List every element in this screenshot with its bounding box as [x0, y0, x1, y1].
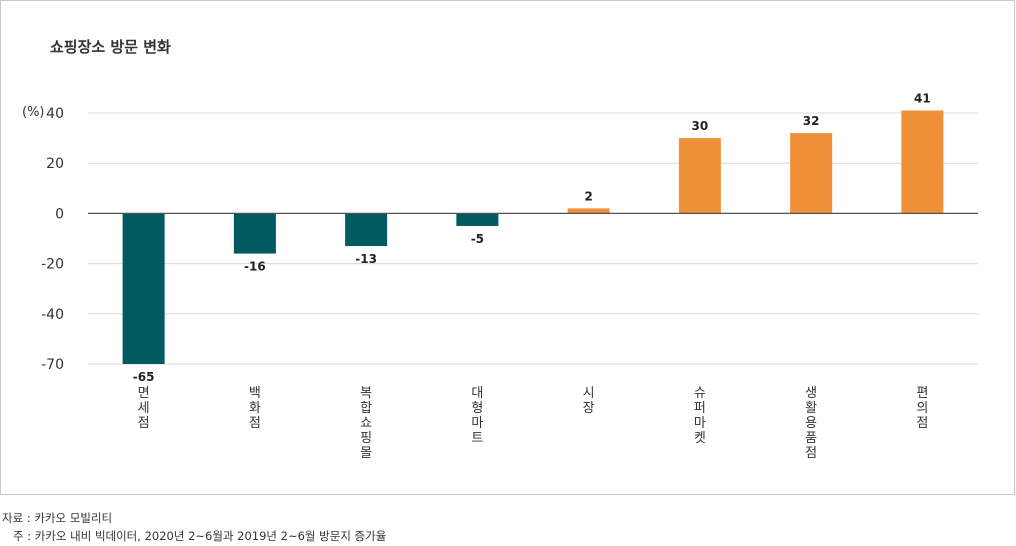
data-label: -5 [471, 232, 484, 246]
category-label: 면 [138, 386, 150, 401]
category-label: 퍼 [694, 401, 706, 416]
category-label: 시 [583, 386, 595, 401]
category-label: 점 [916, 416, 928, 431]
category-label: 대 [471, 386, 483, 401]
data-label: -13 [355, 252, 377, 266]
source-note: 자료 : 카카오 모빌리티 [2, 511, 113, 525]
category-label: 점 [249, 416, 261, 431]
category-label: 몰 [360, 446, 372, 461]
category-label: 편 [916, 386, 928, 401]
category-label: 형 [471, 401, 483, 416]
y-tick-label: -70 [41, 357, 64, 373]
data-label: 41 [914, 91, 931, 105]
y-tick-label: 40 [46, 106, 64, 122]
category-label: 점 [138, 416, 150, 431]
bar [678, 138, 721, 214]
category-label: 장 [583, 401, 595, 416]
bar [790, 133, 833, 214]
bar [233, 213, 276, 254]
bar [122, 213, 165, 364]
category-label: 세 [138, 401, 150, 416]
y-tick-label: 20 [46, 156, 64, 172]
category-label: 마 [694, 416, 706, 431]
category-label: 활 [805, 401, 817, 416]
data-label: -65 [133, 370, 155, 384]
category-label: 쇼 [360, 416, 372, 431]
category-label: 트 [471, 431, 483, 446]
data-label: 2 [584, 189, 592, 203]
bar [567, 208, 610, 214]
footnote: 주 : 카카오 내비 빅데이터, 2020년 2~6월과 2019년 2~6월 … [2, 529, 387, 543]
y-tick-label: -20 [41, 257, 64, 273]
category-label: 품 [805, 431, 817, 446]
bar [345, 213, 388, 247]
category-label: 슈 [694, 386, 706, 401]
category-label: 마 [471, 416, 483, 431]
data-label: 32 [803, 114, 820, 128]
data-label: 30 [692, 119, 709, 133]
bar-chart: 40200-20-40-70-65면세점-16백화점-13복합쇼핑몰-5대형마트… [41, 91, 978, 461]
category-label: 점 [805, 446, 817, 461]
category-label: 의 [916, 401, 928, 416]
category-label: 복 [360, 386, 372, 401]
data-label: -16 [244, 260, 266, 274]
category-label: 백 [249, 386, 261, 401]
chart-title: 쇼핑장소 방문 변화 [50, 38, 171, 56]
chart-frame [0, 0, 1015, 495]
y-axis-unit-label: (%) [22, 105, 45, 120]
category-label: 핑 [360, 431, 372, 446]
y-tick-label: 0 [55, 206, 64, 222]
category-label: 켓 [694, 431, 706, 446]
category-label: 용 [805, 416, 817, 431]
category-label: 합 [360, 401, 372, 416]
y-tick-label: -40 [41, 307, 64, 323]
bar [901, 110, 944, 214]
category-label: 화 [249, 401, 261, 416]
bar [456, 213, 499, 226]
category-label: 생 [805, 386, 817, 401]
